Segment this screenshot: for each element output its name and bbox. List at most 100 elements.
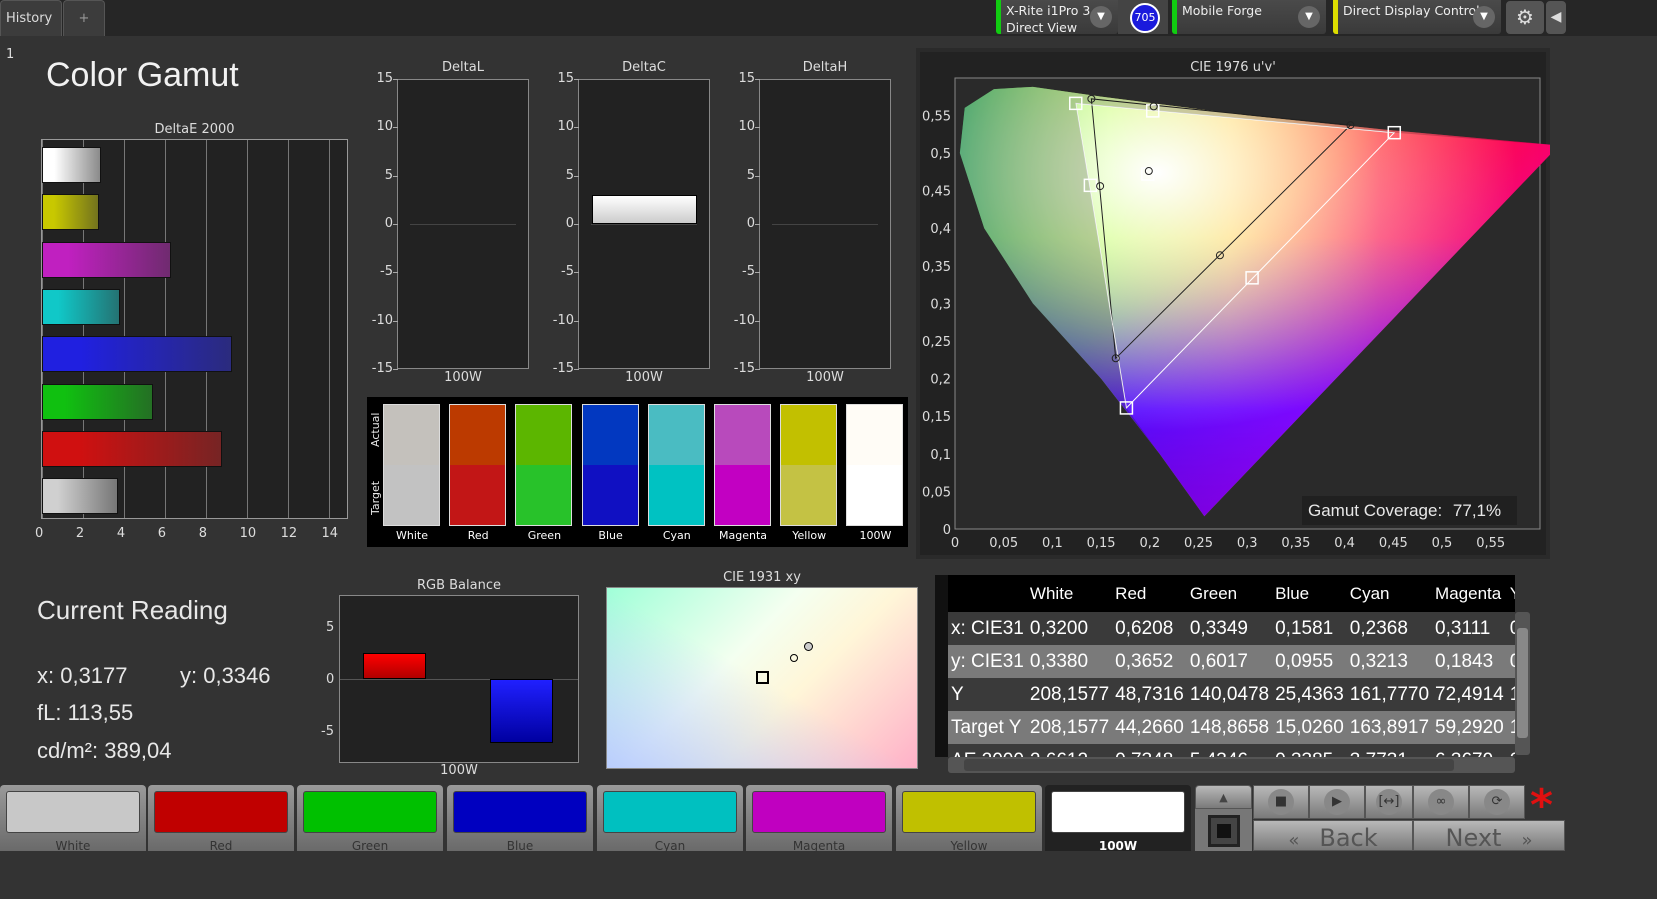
measured-gamut-triangle bbox=[1090, 98, 1352, 360]
play-button[interactable]: ▶ bbox=[1309, 785, 1365, 819]
patch-label: Magenta bbox=[792, 839, 846, 853]
stop-button[interactable]: ■ bbox=[1253, 785, 1309, 819]
target-white-marker bbox=[756, 671, 769, 684]
meter-badge[interactable]: 705 bbox=[1130, 3, 1160, 33]
swatch-label: Blue bbox=[598, 529, 623, 542]
patch-label: Yellow bbox=[950, 839, 988, 853]
back-button[interactable]: « Back bbox=[1253, 820, 1413, 852]
deltae-chart-title: DeltaE 2000 bbox=[154, 122, 235, 137]
table-cell: 0,3380 bbox=[1029, 650, 1089, 672]
table-cell: 5,4346 bbox=[1187, 744, 1272, 758]
x-tick-label: 0,2 bbox=[1139, 536, 1160, 551]
row-label: ΔE 2000 bbox=[948, 744, 1027, 758]
move-up-button[interactable]: ▲ bbox=[1195, 785, 1252, 809]
table-cell: 0,4304 bbox=[1507, 612, 1515, 645]
y-tick-label: 5 bbox=[565, 167, 574, 183]
zero-line bbox=[340, 679, 578, 680]
source-dropdown[interactable]: Mobile Forge ▼ bbox=[1172, 0, 1326, 34]
patch-button-green[interactable]: Green bbox=[297, 785, 443, 853]
patch-button-magenta[interactable]: Magenta bbox=[746, 785, 892, 853]
back-label: Back bbox=[1319, 824, 1378, 852]
refresh-icon: ⟳ bbox=[1484, 789, 1510, 815]
control-dropdown[interactable]: Direct Display Control ▼ bbox=[1333, 0, 1501, 34]
y-tick-mark bbox=[393, 79, 398, 80]
table-cell: 0,1843 bbox=[1435, 650, 1494, 672]
delta-bar bbox=[592, 194, 697, 224]
patch-button-white[interactable]: White bbox=[0, 785, 146, 853]
reading-fl: fL: 113,55 bbox=[37, 700, 134, 725]
patch-color-swatch bbox=[752, 791, 886, 833]
delta-chart-title: DeltaL bbox=[442, 60, 484, 75]
column-header: Yellow bbox=[1507, 575, 1515, 612]
cie1931-diagram bbox=[606, 587, 918, 769]
range-button[interactable]: [↔] bbox=[1365, 785, 1413, 819]
next-button[interactable]: Next » bbox=[1413, 820, 1565, 852]
collapse-left-icon[interactable]: ◀ bbox=[1546, 1, 1566, 34]
y-tick-label: 0 bbox=[746, 215, 755, 231]
table-row: ΔE 20002,66120,73485,43460,33853,77316,3… bbox=[948, 744, 1515, 757]
gridline bbox=[328, 140, 330, 518]
row-label: y: CIE31 bbox=[951, 650, 1024, 672]
gridline bbox=[164, 140, 166, 518]
rgb-bar-blue bbox=[490, 679, 553, 744]
table-row: x: CIE31 0,3200 0,6208 0,3349 0,1581 0,2368 0,… bbox=[948, 612, 1515, 645]
x-tick-label: 0,25 bbox=[1184, 536, 1213, 551]
y-tick-label: 0,3 bbox=[930, 297, 951, 312]
patch-button-red[interactable]: Red bbox=[148, 785, 294, 853]
scroll-thumb[interactable] bbox=[1517, 628, 1528, 738]
actual-label: Actual bbox=[369, 412, 382, 447]
meter-dropdown[interactable]: X-Rite i1Pro 3 Direct View ▼ bbox=[996, 0, 1118, 35]
patch-button-blue[interactable]: Blue bbox=[447, 785, 593, 853]
table-row: y: CIE31 0,3380 0,3652 0,6017 0,0955 0,3213 0,… bbox=[948, 645, 1515, 678]
loop-button[interactable]: ∞ bbox=[1413, 785, 1469, 819]
table-cell: 0,0955 bbox=[1275, 650, 1334, 672]
patch-color-swatch bbox=[453, 791, 587, 833]
table-horizontal-scrollbar[interactable] bbox=[948, 757, 1515, 773]
deltae-bar-100w bbox=[42, 478, 118, 515]
add-tab-button[interactable]: + bbox=[63, 0, 105, 36]
x-tick-label: 0,35 bbox=[1281, 536, 1310, 551]
x-tick-label: 0,15 bbox=[1087, 536, 1116, 551]
column-header: Cyan bbox=[1349, 583, 1390, 603]
scroll-thumb[interactable] bbox=[964, 759, 1454, 771]
measured-marker-green bbox=[1087, 94, 1096, 103]
x-label: 100W bbox=[806, 370, 844, 385]
table-cell: 208,1577 bbox=[1029, 716, 1110, 738]
rgb-balance-title: RGB Balance bbox=[416, 578, 501, 593]
play-icon: ▶ bbox=[1324, 789, 1350, 815]
rgb-tick: 0 bbox=[326, 672, 335, 687]
range-icon: [↔] bbox=[1376, 789, 1402, 815]
swatch-green bbox=[515, 404, 573, 526]
table-cell: 0,6017 bbox=[1189, 650, 1248, 672]
source-name: Mobile Forge bbox=[1182, 3, 1262, 18]
column-header: Magenta bbox=[1435, 583, 1502, 603]
x-tick-label: 0,1 bbox=[1042, 536, 1063, 551]
patch-button-cyan[interactable]: Cyan bbox=[597, 785, 743, 853]
table-cell: 48,7316 bbox=[1115, 683, 1184, 705]
measured-marker-magenta bbox=[1215, 251, 1224, 260]
tab-history-1[interactable]: History 1 bbox=[0, 0, 62, 62]
stop-square-icon[interactable] bbox=[1208, 815, 1240, 847]
x-tick-label: 0,55 bbox=[1476, 536, 1505, 551]
delta-deltal-chart bbox=[397, 79, 529, 369]
next-label: Next bbox=[1445, 824, 1502, 852]
x-tick-label: 2 bbox=[75, 526, 85, 541]
column-header: Red bbox=[1115, 583, 1147, 603]
reading-x: x: 0,3177 bbox=[37, 663, 128, 688]
patch-label: White bbox=[55, 839, 91, 853]
column-header: Blue bbox=[1275, 583, 1310, 603]
y-tick-mark bbox=[393, 127, 398, 129]
swatch-cyan bbox=[647, 404, 705, 526]
refresh-button[interactable]: ⟳ bbox=[1469, 785, 1525, 819]
table-cell: 6,3679 bbox=[1432, 744, 1507, 758]
measured-marker bbox=[804, 642, 813, 651]
settings-gear-icon[interactable]: ⚙ bbox=[1506, 1, 1544, 34]
target-marker-blue bbox=[1119, 401, 1134, 415]
table-vertical-scrollbar[interactable] bbox=[1515, 612, 1530, 755]
x-tick-label: 10 bbox=[239, 526, 257, 541]
cie1976-diagram: 0 0,05 0,1 0,15 0,2 0,25 0,3 0,35 0,4 0,45 0,5 0,55… bbox=[922, 77, 1550, 551]
patch-button-yellow[interactable]: Yellow bbox=[896, 785, 1042, 853]
patch-button-100w[interactable]: 100W bbox=[1045, 785, 1191, 853]
gridline bbox=[205, 140, 207, 518]
